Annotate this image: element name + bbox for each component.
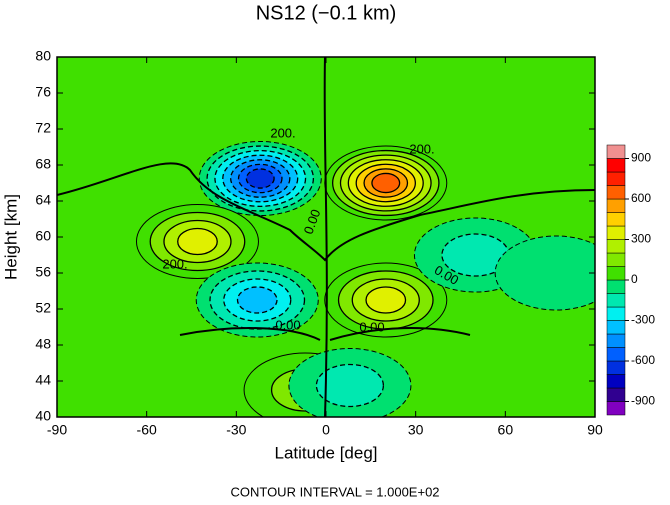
colorbar-tick-label: 900	[631, 151, 651, 165]
contour-region	[365, 286, 407, 314]
contour-region	[371, 172, 401, 194]
footer: CONTOUR INTERVAL = 1.000E+02	[230, 484, 439, 499]
y-tick-label: 48	[35, 336, 51, 352]
colorbar-swatch	[606, 293, 626, 308]
x-tick-label: -90	[47, 422, 67, 438]
colorbar: -900 -600 -300 0 300 600 900	[606, 144, 655, 416]
contour-label: 200.	[270, 125, 295, 140]
x-tick-label: -30	[226, 422, 246, 438]
colorbar-tick-label: 0	[631, 272, 638, 286]
x-axis-label: Latitude [deg]	[274, 443, 377, 462]
contour-region	[245, 168, 275, 189]
x-tick-label: 30	[408, 422, 424, 438]
colorbar-swatch	[606, 252, 626, 267]
y-tick-label: 56	[35, 264, 51, 280]
colorbar-swatch	[606, 198, 626, 213]
y-tick-label: 80	[35, 48, 51, 64]
y-tick-label: 40	[35, 408, 51, 424]
contour-label: 200.	[409, 141, 434, 156]
colorbar-swatch	[606, 225, 626, 240]
colorbar-tick-label: -900	[631, 394, 655, 408]
y-tick-label: 44	[35, 372, 51, 388]
chart-title: NS12 (−0.1 km)	[256, 2, 397, 24]
plot-area	[57, 57, 595, 417]
y-tick-label: 68	[35, 156, 51, 172]
zero-contour	[57, 162, 595, 262]
contour-label: 0.00	[359, 319, 384, 334]
colorbar-swatch	[606, 387, 626, 402]
y-tick-label: 72	[35, 120, 51, 136]
colorbar-swatch	[606, 158, 626, 173]
contour-label: 200.	[162, 256, 187, 271]
colorbar-swatch	[606, 360, 626, 375]
x-tick-label: 90	[587, 422, 603, 438]
contour-region	[315, 363, 385, 408]
colorbar-swatch	[606, 306, 626, 321]
colorbar-swatch	[606, 239, 626, 254]
contour-lines	[57, 57, 595, 417]
x-tick-label: -60	[137, 422, 157, 438]
x-tick-label: 0	[322, 422, 330, 438]
y-tick-label: 60	[35, 228, 51, 244]
zero-contour	[323, 57, 328, 417]
x-tick-label: 60	[498, 422, 514, 438]
colorbar-tick-label: -300	[631, 313, 655, 327]
colorbar-swatch	[606, 266, 626, 281]
colorbar-tick-label: 300	[631, 232, 651, 246]
colorbar-tick-label: -600	[631, 353, 655, 367]
colorbar-swatch	[606, 212, 626, 227]
y-tick-label: 52	[35, 300, 51, 316]
colorbar-tick-label: 600	[631, 191, 651, 205]
colorbar-swatch	[606, 374, 626, 389]
colorbar-swatch	[606, 185, 626, 200]
colorbar-swatch	[606, 347, 626, 362]
zero-contour	[179, 327, 471, 341]
colorbar-swatch	[606, 333, 626, 348]
contour-label: 0.00	[275, 317, 300, 332]
contour-region	[236, 286, 278, 314]
y-axis-label: Height [km]	[1, 194, 20, 280]
contour-region	[494, 235, 595, 311]
y-tick-label: 76	[35, 84, 51, 100]
y-tick-label: 64	[35, 192, 51, 208]
colorbar-swatch	[606, 171, 626, 186]
colorbar-swatch	[606, 401, 626, 416]
contour-region	[177, 227, 218, 256]
colorbar-swatch	[606, 320, 626, 335]
colorbar-swatch	[606, 279, 626, 294]
colorbar-swatch	[606, 144, 626, 159]
